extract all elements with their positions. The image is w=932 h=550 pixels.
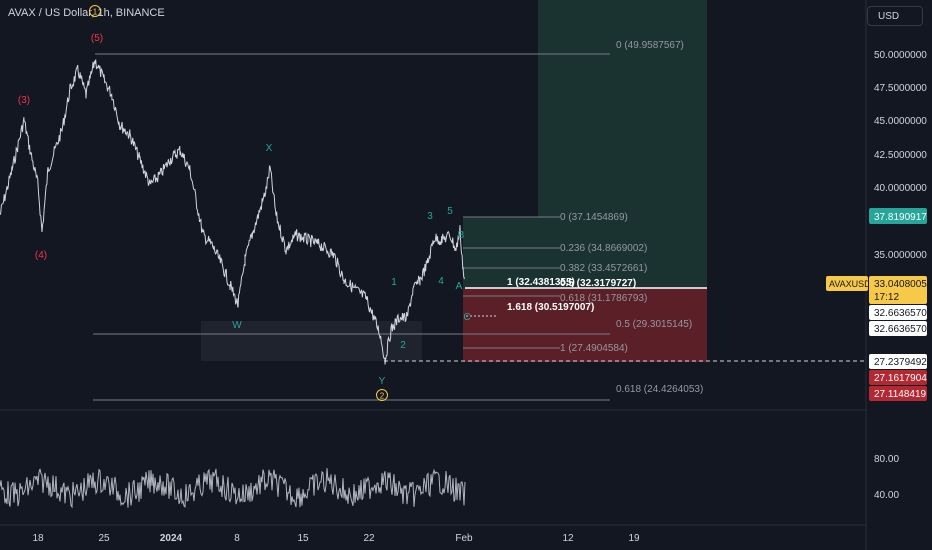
osc-tick-80: 80.00	[874, 454, 899, 465]
price-tick-35: 35.0000000	[874, 250, 927, 261]
wave-label-b: B	[458, 230, 465, 241]
wave-label-4: (4)	[35, 250, 47, 261]
fib-label-1: 1 (32.4381355)	[507, 277, 575, 288]
profit-zone[interactable]	[538, 0, 707, 288]
symbol-label: AVAXUSD	[829, 279, 871, 289]
oscillator-series[interactable]	[0, 468, 466, 509]
highlight-price: 37.8190917	[874, 212, 927, 223]
fib-label-mid05: 0.5 (29.3015145)	[616, 319, 692, 330]
cross-price-badge-2[interactable]	[869, 321, 927, 336]
time-tick-25: 25	[98, 533, 110, 544]
profit-zone-entry[interactable]	[463, 217, 538, 288]
circle-label-2: 2	[380, 392, 385, 401]
price-tick-50: 50.0000000	[874, 50, 927, 61]
price-tick-45: 45.0000000	[874, 116, 927, 127]
circle-label-2-group: 2	[376, 389, 388, 401]
cross-price-1: 32.6636570	[874, 308, 927, 319]
price-tick-40: 40.0000000	[874, 183, 927, 194]
time-tick-2024: 2024	[160, 533, 183, 544]
wave-label-5: (5)	[91, 33, 103, 44]
fib-label-low0618: 0.618 (24.4264053)	[616, 384, 703, 395]
wave-label-3: (3)	[18, 95, 30, 106]
wave-label-w: W	[232, 320, 242, 331]
time-tick-12: 12	[562, 533, 574, 544]
stop-price-badge-2[interactable]	[869, 386, 927, 401]
stop-price-1: 27.1617904	[874, 373, 927, 384]
wave-label-a: A	[456, 281, 463, 292]
currency-button[interactable]: USD	[867, 6, 923, 26]
last-price-badge[interactable]	[869, 276, 927, 304]
wave-label-sub1: 1	[391, 277, 397, 288]
dashed-price-badge[interactable]	[869, 354, 927, 369]
bar-countdown: 17:12	[874, 292, 899, 303]
cross-price-2: 32.6636570	[874, 324, 927, 335]
wave-label-sub3: 3	[427, 211, 433, 222]
last-price: 33.0408005	[874, 279, 927, 290]
price-tick-425: 42.5000000	[874, 150, 927, 161]
fib-label-top: 0 (49.9587567)	[616, 40, 684, 51]
cross-price-badge-1[interactable]	[869, 305, 927, 320]
fib-label-0: 0 (37.1454869)	[560, 212, 628, 223]
fib-label-0236: 0.236 (34.8669002)	[560, 243, 647, 254]
fib-label-1618: 1.618 (30.5197007)	[507, 302, 594, 313]
time-tick-8: 8	[234, 533, 240, 544]
wave-label-c: C	[463, 312, 470, 323]
osc-tick-40: 40.00	[874, 490, 899, 501]
circle-label-1-group: 1	[89, 5, 101, 17]
loss-zone[interactable]	[463, 288, 707, 362]
dashed-price: 27.2379492	[874, 357, 927, 368]
fib-lines[interactable]	[93, 53, 610, 401]
demand-zone[interactable]	[201, 321, 422, 361]
time-tick-feb: Feb	[455, 533, 473, 544]
time-tick-15: 15	[297, 533, 309, 544]
chart-title: AVAX / US Dollar, 1h, BINANCE	[8, 7, 165, 19]
wave-label-sub2: 2	[400, 340, 406, 351]
wave-label-y: Y	[379, 376, 386, 387]
stop-price-badge-1[interactable]	[869, 370, 927, 385]
price-series[interactable]	[0, 59, 465, 365]
time-tick-19: 19	[628, 533, 640, 544]
circle-label-1: 1	[93, 8, 98, 17]
time-tick-18: 18	[32, 533, 44, 544]
fib-label-mid1: 1 (27.4904584)	[560, 343, 628, 354]
highlight-price-badge[interactable]	[869, 208, 927, 224]
fib-label-0618: 0.618 (31.1786793)	[560, 293, 647, 304]
price-tick-475: 47.5000000	[874, 83, 927, 94]
time-tick-22: 22	[363, 533, 375, 544]
fib-label-05: 0.5 (32.3179727)	[560, 278, 636, 289]
symbol-badge[interactable]	[826, 276, 868, 291]
wave-label-x: X	[266, 143, 273, 154]
wave-label-sub4: 4	[438, 276, 444, 287]
wave-label-sub5: 5	[447, 206, 453, 217]
fib-label-0382: 0.382 (33.4572661)	[560, 263, 647, 274]
stop-price-2: 27.1148419	[874, 389, 927, 400]
